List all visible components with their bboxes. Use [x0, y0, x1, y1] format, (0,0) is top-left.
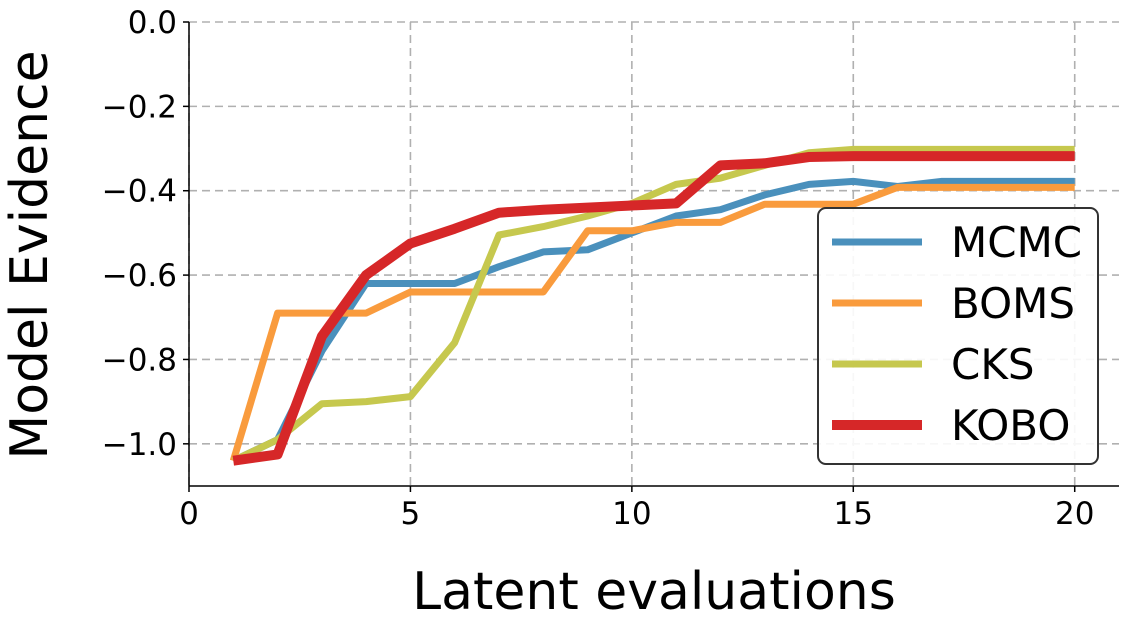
legend-label-boms: BOMS [951, 279, 1075, 328]
axes [188, 22, 1119, 487]
series-line-boms [229, 183, 1075, 462]
y-tick-label-3: −0.6 [102, 258, 177, 294]
x-tick-label-4: 20 [1055, 496, 1094, 532]
x-tick-label-1: 5 [401, 496, 421, 532]
series-line-kobo [232, 151, 1075, 466]
legend-label-mcmc: MCMC [951, 218, 1082, 267]
legend: MCMC BOMS CKS KOBO [817, 207, 1099, 465]
x-axis-label: Latent evaluations [412, 562, 896, 622]
y-tick-label-4: −0.8 [102, 342, 177, 378]
y-tick-label-2: −0.4 [102, 174, 177, 210]
x-tick-label-0: 0 [179, 496, 199, 532]
series-line-cks [231, 145, 1075, 464]
y-tick-label-1: −0.2 [102, 89, 177, 125]
y-tick-label-0: 0.0 [128, 5, 177, 41]
x-tick-label-2: 10 [612, 496, 651, 532]
y-tick-label-5: −1.0 [102, 427, 177, 463]
tick-labels: 0 5 10 15 20 0.0 −0.2 −0.4 −0.6 −0.8 −1.0 [102, 5, 1095, 532]
legend-box [817, 207, 1099, 465]
series-lines [229, 145, 1075, 466]
legend-label-cks: CKS [951, 340, 1035, 389]
x-tick-label-3: 15 [834, 496, 873, 532]
y-axis-label: Model Evidence [0, 50, 60, 459]
legend-label-kobo: KOBO [951, 401, 1070, 450]
